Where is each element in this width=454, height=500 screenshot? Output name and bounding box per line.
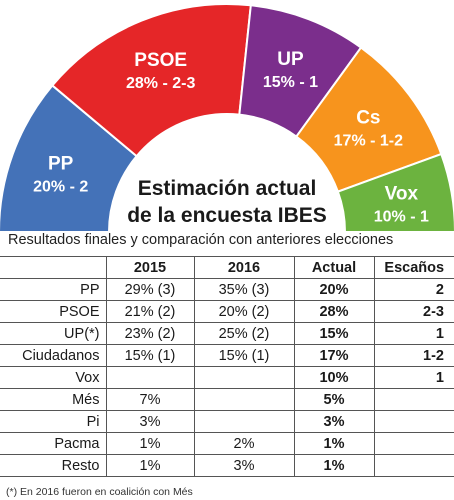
cell-actual: 5%: [293, 388, 375, 411]
cell-seats: [373, 432, 454, 455]
slice-label-up: UP: [277, 49, 304, 70]
cell-seats: [373, 454, 454, 477]
slice-label-vox: Vox: [385, 183, 419, 204]
cell-party: Resto: [0, 454, 107, 477]
cell-2016: 3%: [193, 454, 295, 477]
cell-2016: [193, 366, 295, 389]
cell-2015: [105, 366, 195, 389]
cell-actual: 17%: [293, 344, 375, 367]
cell-2015: 7%: [105, 388, 195, 411]
results-table: 2015 2016 Actual Escaños PP 29% (3) 35% (3…: [0, 256, 454, 477]
chart-title-line-1: Estimación actual: [138, 177, 317, 200]
table-row: Resto 1% 3% 1%: [0, 454, 454, 477]
table-row: PP 29% (3) 35% (3) 20% 2: [0, 278, 454, 301]
cell-seats: 1-2: [373, 344, 454, 367]
slice-value-up: 15% - 1: [263, 74, 318, 91]
cell-party: Ciudadanos: [0, 344, 107, 367]
header-party: [0, 256, 107, 279]
cell-2015: 15% (1): [105, 344, 195, 367]
cell-party: Pacma: [0, 432, 107, 455]
slice-vox: [336, 152, 454, 232]
cell-seats: 1: [373, 366, 454, 389]
cell-actual: 15%: [293, 322, 375, 345]
cell-2016: 20% (2): [193, 300, 295, 323]
cell-party: PP: [0, 278, 107, 301]
footnote: (*) En 2016 fueron en coalición con Més: [6, 486, 193, 498]
cell-2015: 21% (2): [105, 300, 195, 323]
cell-seats: [373, 388, 454, 411]
table-row: PSOE 21% (2) 20% (2) 28% 2-3: [0, 300, 454, 323]
cell-actual: 10%: [293, 366, 375, 389]
header-seats: Escaños: [373, 256, 454, 279]
table-caption: Resultados finales y comparación con ant…: [8, 232, 394, 248]
cell-2015: 23% (2): [105, 322, 195, 345]
slice-label-psoe: PSOE: [134, 50, 187, 71]
cell-2016: 15% (1): [193, 344, 295, 367]
header-2015: 2015: [105, 256, 195, 279]
slice-label-cs: Cs: [356, 107, 380, 128]
cell-2016: 25% (2): [193, 322, 295, 345]
slice-value-pp: 20% - 2: [33, 178, 88, 195]
header-2016: 2016: [193, 256, 295, 279]
cell-2016: [193, 410, 295, 433]
cell-actual: 3%: [293, 410, 375, 433]
cell-party: Pi: [0, 410, 107, 433]
cell-party: Més: [0, 388, 107, 411]
cell-2016: [193, 388, 295, 411]
cell-actual: 28%: [293, 300, 375, 323]
slice-psoe: [50, 3, 252, 158]
table-row: Pacma 1% 2% 1%: [0, 432, 454, 455]
cell-2016: 2%: [193, 432, 295, 455]
cell-actual: 20%: [293, 278, 375, 301]
cell-party: UP(*): [0, 322, 107, 345]
semicircle-chart: PP 20% - 2 PSOE 28% - 2-3 UP 15% - 1 Cs 17% - 1…: [0, 3, 454, 232]
table-row: Ciudadanos 15% (1) 15% (1) 17% 1-2: [0, 344, 454, 367]
slice-value-vox: 10% - 1: [374, 208, 429, 225]
cell-seats: 2-3: [373, 300, 454, 323]
table-row: Més 7% 5%: [0, 388, 454, 411]
cell-seats: 1: [373, 322, 454, 345]
slice-value-psoe: 28% - 2-3: [126, 75, 195, 92]
table-row: UP(*) 23% (2) 25% (2) 15% 1: [0, 322, 454, 345]
cell-2016: 35% (3): [193, 278, 295, 301]
cell-2015: 3%: [105, 410, 195, 433]
cell-2015: 1%: [105, 432, 195, 455]
cell-actual: 1%: [293, 454, 375, 477]
cell-2015: 29% (3): [105, 278, 195, 301]
table-header-row: 2015 2016 Actual Escaños: [0, 256, 454, 279]
cell-party: PSOE: [0, 300, 107, 323]
slice-label-pp: PP: [48, 153, 74, 174]
chart-title-line-2: de la encuesta IBES: [127, 204, 327, 227]
cell-actual: 1%: [293, 432, 375, 455]
slice-value-cs: 17% - 1-2: [334, 132, 403, 149]
cell-party: Vox: [0, 366, 107, 389]
cell-seats: [373, 410, 454, 433]
table-row: Pi 3% 3%: [0, 410, 454, 433]
table-row: Vox 10% 1: [0, 366, 454, 389]
cell-seats: 2: [373, 278, 454, 301]
header-actual: Actual: [293, 256, 375, 279]
cell-2015: 1%: [105, 454, 195, 477]
